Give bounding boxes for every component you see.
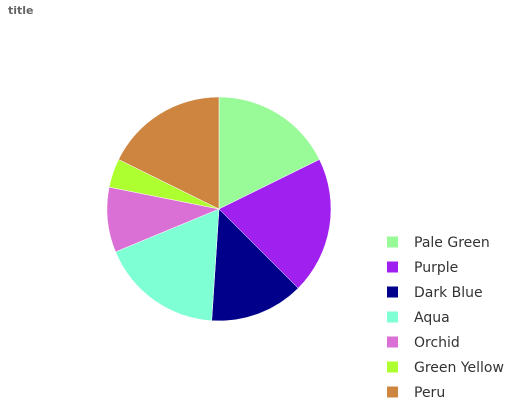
pie-slice-dark-blue <box>211 208 299 322</box>
legend-label-pale-green: Pale Green <box>414 235 490 251</box>
legend-swatch-pale-green <box>387 236 398 248</box>
pie-slice-pale-green <box>218 96 320 210</box>
legend: Pale Green Purple Dark Blue Aqua Orchid Green… <box>387 235 504 400</box>
legend-swatch-purple <box>387 261 398 273</box>
pie-slice-peru <box>118 96 220 210</box>
pie-slices <box>106 96 332 322</box>
legend-label-dark-blue: Dark Blue <box>414 285 483 301</box>
legend-label-green-yellow: Green Yellow <box>414 360 504 376</box>
legend-label-aqua: Aqua <box>414 310 450 326</box>
legend-swatch-green-yellow <box>387 361 398 373</box>
legend-label-purple: Purple <box>414 260 458 276</box>
pie-slice-aqua <box>115 208 220 322</box>
chart-title: title <box>8 4 34 17</box>
legend-swatch-orchid <box>387 336 398 348</box>
legend-swatch-dark-blue <box>387 286 398 298</box>
pie-slice-purple <box>218 159 332 289</box>
legend-label-orchid: Orchid <box>414 335 460 351</box>
legend-label-peru: Peru <box>414 385 445 400</box>
legend-swatch-peru <box>387 386 398 398</box>
legend-swatch-aqua <box>387 311 398 323</box>
